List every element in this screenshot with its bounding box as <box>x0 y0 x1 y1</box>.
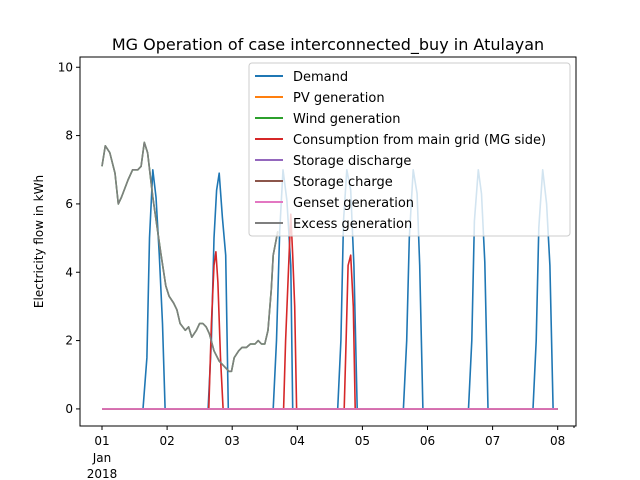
legend-label: Storage charge <box>293 175 393 190</box>
series-line-excess-generation <box>101 141 279 373</box>
x-axis: 01 Jan 2018 02 03 04 05 06 07 08 <box>87 426 575 480</box>
x-tick-label: 06 <box>420 434 435 448</box>
x-tick-label: 05 <box>355 434 370 448</box>
y-tick-label: 2 <box>65 334 73 348</box>
x-tick-label: 07 <box>485 434 500 448</box>
legend-label: Consumption from main grid (MG side) <box>293 133 546 148</box>
legend-frame <box>248 62 571 237</box>
x-tick-label: 02 <box>159 434 174 448</box>
plot-frame <box>79 56 577 427</box>
y-tick-label: 4 <box>65 265 73 279</box>
x-tick-sublabel: 2018 <box>87 467 118 480</box>
legend-label: Genset generation <box>293 196 414 211</box>
y-tick-label: 0 <box>65 402 73 416</box>
y-axis-label: Electricity flow in kWh <box>32 175 46 308</box>
y-tick-label: 8 <box>65 129 73 143</box>
x-tick-label: 01 <box>94 434 109 448</box>
y-axis: 0 2 4 6 8 10 <box>58 60 80 416</box>
y-tick-label: 10 <box>58 60 73 74</box>
y-tick-label: 6 <box>65 197 73 211</box>
chart-title: MG Operation of case interconnected_buy … <box>112 35 544 55</box>
x-tick-label: 08 <box>550 434 565 448</box>
series-line-consumption-from-main-grid-mg-side <box>102 213 558 410</box>
x-tick-sublabel: Jan <box>92 451 112 465</box>
legend-label: Storage discharge <box>293 154 411 169</box>
legend-label: PV generation <box>293 91 385 106</box>
x-tick-label: 03 <box>225 434 240 448</box>
legend-label: Wind generation <box>293 112 401 127</box>
legend: Demand PV generation Wind generation Consum… <box>248 62 571 237</box>
x-tick-label: 04 <box>290 434 305 448</box>
plot-area <box>101 141 558 410</box>
legend-label: Excess generation <box>293 217 412 232</box>
legend-label: Demand <box>293 70 348 85</box>
